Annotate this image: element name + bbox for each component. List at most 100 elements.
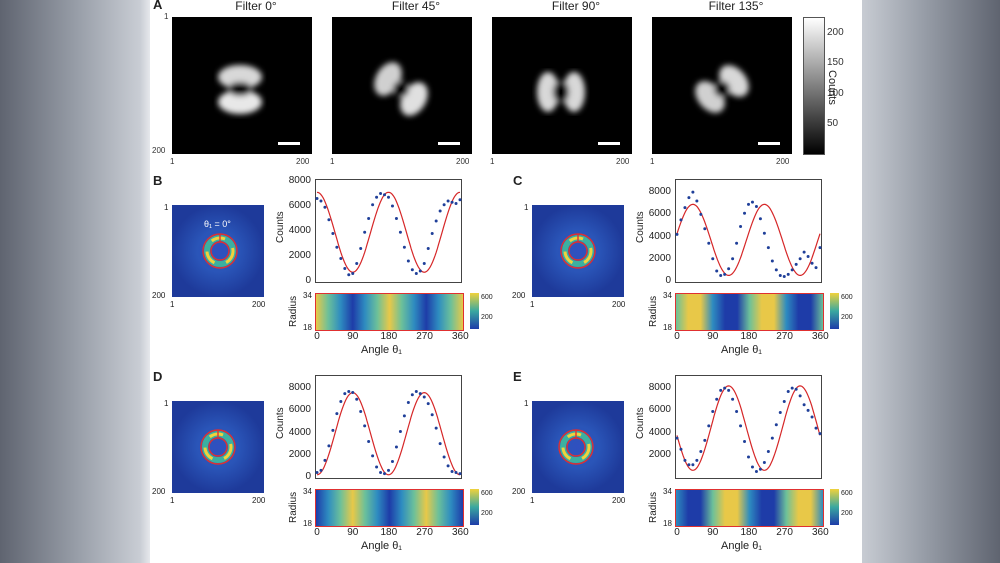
data-point-d — [422, 395, 426, 399]
filter-0-image — [172, 17, 312, 154]
data-point-e — [695, 458, 699, 462]
data-point-c — [814, 266, 818, 270]
scale-bar-135 — [758, 142, 780, 145]
data-point-b — [422, 262, 426, 265]
data-point-e — [790, 386, 794, 390]
ring-image-c — [532, 205, 624, 297]
ring-tick-right-d: 200 — [252, 496, 266, 505]
data-point-e — [731, 397, 735, 401]
ytick-e-2000: 2000 — [648, 448, 671, 460]
data-point-c — [762, 231, 766, 235]
data-point-b — [379, 192, 383, 195]
data-point-c — [802, 250, 806, 254]
ring-tick-top-d: 1 — [164, 399, 169, 408]
filter-90-title: Filter 90° — [551, 0, 601, 13]
data-point-c — [754, 205, 758, 209]
map-colorbar-d — [470, 489, 479, 525]
filter-135-image — [652, 17, 792, 154]
radius-tick-top-c: 34 — [663, 291, 672, 300]
data-point-d — [351, 391, 355, 395]
radius-label-c: Radius — [648, 295, 659, 327]
angle-tick-c-180: 180 — [740, 331, 758, 342]
ylabel-c: Counts — [635, 211, 646, 243]
angle-tick-e-270: 270 — [776, 527, 793, 538]
filter-135-title: Filter 135° — [708, 0, 764, 13]
data-point-d — [414, 389, 418, 393]
data-point-b — [347, 273, 351, 277]
data-point-c — [786, 272, 790, 276]
counts-plot-c — [675, 179, 822, 283]
ring-tick-top-c: 1 — [524, 203, 529, 212]
ytick-e-8000: 8000 — [648, 382, 671, 394]
data-point-d — [383, 472, 387, 476]
data-point-b — [339, 257, 343, 260]
angle-tick-e-90: 90 — [707, 527, 719, 538]
radius-label-d: Radius — [288, 491, 299, 523]
data-point-b — [410, 268, 414, 272]
data-point-c — [790, 268, 794, 272]
data-point-b — [454, 202, 458, 205]
data-point-d — [339, 399, 343, 403]
a90-tick-left: 1 — [490, 157, 495, 166]
filter-90-image — [492, 17, 632, 154]
angle-tick-c-270: 270 — [776, 331, 793, 342]
ytick-d-0: 0 — [305, 471, 311, 482]
data-point-e — [758, 467, 762, 471]
ring-tick-right-b: 200 — [252, 300, 266, 309]
data-point-d — [387, 468, 390, 472]
data-point-e — [719, 388, 723, 392]
panel-c-letter: C — [513, 173, 523, 188]
radius-tick-top-d: 34 — [303, 487, 312, 496]
ylabel-e: Counts — [635, 407, 646, 439]
data-point-e — [794, 387, 798, 391]
data-point-b — [335, 245, 339, 249]
data-point-e — [707, 424, 711, 428]
ytick-c-8000: 8000 — [648, 186, 671, 198]
data-point-e — [699, 449, 703, 453]
data-point-e — [743, 439, 747, 443]
radius-tick-top-e: 34 — [663, 487, 672, 496]
data-point-b — [343, 267, 347, 270]
ytick-b-8000: 8000 — [288, 175, 311, 186]
data-point-b — [414, 272, 418, 275]
angle-tick-e-360: 360 — [812, 527, 829, 538]
angle-tick-d-180: 180 — [380, 527, 398, 538]
data-point-b — [363, 230, 367, 234]
data-point-e — [703, 438, 707, 442]
data-point-c — [794, 262, 798, 266]
ytick-d-2000: 2000 — [288, 448, 311, 460]
angle-label-d: Angle θ₁ — [361, 540, 403, 552]
donut-45 — [374, 62, 428, 116]
data-point-b — [351, 272, 355, 275]
donut-0 — [218, 65, 262, 114]
data-point-c — [774, 268, 778, 272]
map-cbar-tick-600-d: 600 — [481, 490, 493, 497]
data-point-d — [327, 444, 331, 448]
donut-90 — [537, 72, 585, 112]
data-point-e — [806, 408, 810, 412]
ring-tick-left-c: 1 — [530, 300, 535, 309]
angle-tick-b-360: 360 — [452, 331, 469, 342]
cbar-tick-150: 150 — [827, 57, 844, 68]
data-point-c — [683, 206, 687, 210]
radius-tick-bottom-b: 18 — [303, 323, 312, 332]
radius-label-e: Radius — [648, 491, 659, 523]
ytick-d-8000: 8000 — [288, 382, 311, 394]
data-point-b — [430, 232, 434, 235]
ring-tick-bottom-c: 200 — [512, 291, 526, 300]
map-cbar-tick-200-e: 200 — [841, 510, 853, 517]
data-point-c — [778, 273, 782, 277]
data-point-d — [347, 389, 351, 393]
map-colorbar-c — [830, 293, 839, 329]
data-point-b — [355, 262, 359, 265]
angle-tick-b-180: 180 — [380, 331, 398, 342]
angle-tick-d-0: 0 — [314, 527, 320, 538]
map-cbar-tick-600-c: 600 — [841, 294, 853, 301]
ring-tick-right-e: 200 — [612, 496, 626, 505]
data-point-c — [739, 225, 743, 229]
data-point-c — [711, 257, 715, 261]
data-point-b — [359, 247, 363, 250]
data-point-c — [707, 241, 711, 245]
angle-tick-e-0: 0 — [674, 527, 680, 538]
ring-tick-bottom-e: 200 — [512, 487, 526, 496]
